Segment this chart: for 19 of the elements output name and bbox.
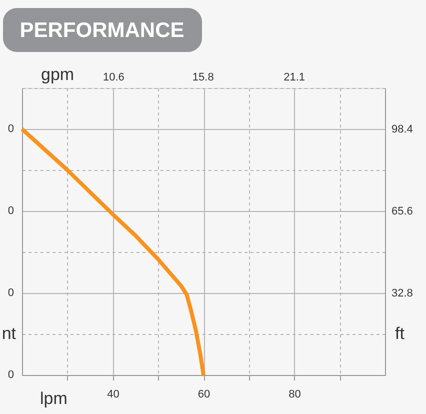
y2-tick-label: 32.8	[392, 288, 413, 300]
text: 0	[8, 369, 14, 381]
text: 0	[8, 205, 14, 217]
text: 0	[8, 123, 14, 135]
x-axis-title: lpm	[40, 389, 68, 408]
x2-tick-label: 15.8	[192, 72, 214, 84]
text: 0	[8, 287, 14, 299]
y-axis-title: nt	[2, 324, 16, 343]
x2-axis-title: gpm	[41, 65, 74, 84]
line-series	[20, 127, 206, 377]
x2-tick-label: 10.6	[102, 72, 124, 84]
y2-tick-label: 98.4	[392, 124, 413, 136]
chart-title: PERFORMANCE	[20, 19, 184, 42]
x-tick-label: 80	[288, 388, 301, 400]
x-tick-label: 40	[107, 388, 120, 400]
y2-tick-label: 65.6	[392, 206, 413, 218]
x-tick-label: 60	[198, 388, 210, 400]
y2-axis-title: ft	[395, 324, 405, 343]
x2-tick-label: 21.1	[284, 72, 306, 84]
